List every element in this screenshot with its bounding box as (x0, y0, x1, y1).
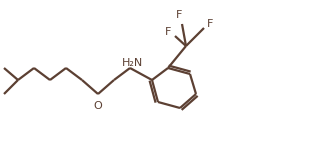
Text: O: O (94, 101, 102, 111)
Text: H₂N: H₂N (122, 58, 143, 68)
Text: F: F (176, 10, 182, 20)
Text: F: F (164, 27, 171, 37)
Text: F: F (207, 19, 214, 29)
